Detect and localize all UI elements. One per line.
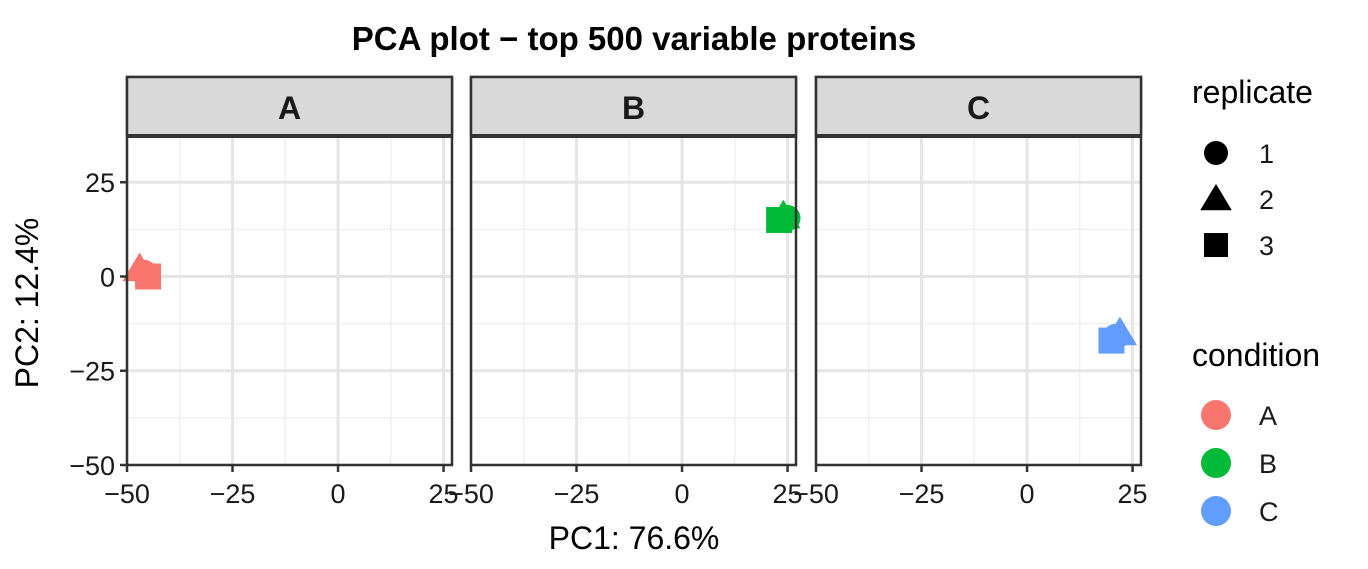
x-tick-label: 25 [773,479,803,509]
facet-label: A [278,90,301,126]
legend-label: C [1259,497,1279,527]
legend-key-circle-icon [1204,141,1228,165]
chart-title: PCA plot − top 500 variable proteins [352,20,917,57]
facet-strip [814,75,1143,138]
panel-background [471,137,796,465]
y-axis-title: PC2: 12.4% [9,218,45,389]
x-tick-label: −25 [554,479,600,509]
y-tick-label: 0 [100,262,115,292]
facet-strip [469,75,798,138]
legend-key-square-icon [1204,233,1228,257]
legend-key-color-icon [1201,448,1231,478]
x-tick-label: 25 [429,479,459,509]
legend-condition: condition ABC [1192,337,1320,527]
legend-key-color-icon [1201,496,1231,526]
legend-condition-title: condition [1192,337,1320,373]
x-tick-label: −50 [104,479,150,509]
facet-strip [125,75,454,138]
panel-background [816,137,1141,465]
facet-label: B [622,90,645,126]
legend-key-triangle-icon [1200,183,1232,211]
facet-label: C [967,90,990,126]
x-tick-label: −50 [793,479,839,509]
x-tick-label: −25 [210,479,256,509]
y-tick-label: 25 [85,168,115,198]
facet-panel-B: B −50 −25 0 25 [448,75,803,509]
panel-background [127,137,452,465]
x-tick-label: −50 [448,479,494,509]
facet-panel-A: A −50 −25 0 25 [104,75,459,509]
x-tick-label: 0 [1020,479,1035,509]
data-point [766,206,793,233]
x-tick-label: 25 [1118,479,1148,509]
facet-panel-C: C −50 −25 0 25 [793,75,1148,509]
legend-replicate-title: replicate [1192,74,1313,110]
data-point [135,263,162,290]
data-point [1098,327,1125,354]
x-tick-label: −25 [899,479,945,509]
y-tick-label: −50 [69,451,115,481]
x-axis-title: PC1: 76.6% [549,520,720,556]
legend-label: 2 [1259,185,1274,215]
legend-label: 3 [1259,231,1274,261]
legend-key-color-icon [1201,400,1231,430]
legend-label: A [1259,401,1277,431]
y-tick-label: −25 [69,357,115,387]
x-tick-label: 0 [331,479,346,509]
legend-label: B [1259,449,1277,479]
legend-label: 1 [1259,139,1274,169]
x-tick-label: 0 [675,479,690,509]
legend-replicate: replicate 1 2 3 [1192,74,1313,261]
